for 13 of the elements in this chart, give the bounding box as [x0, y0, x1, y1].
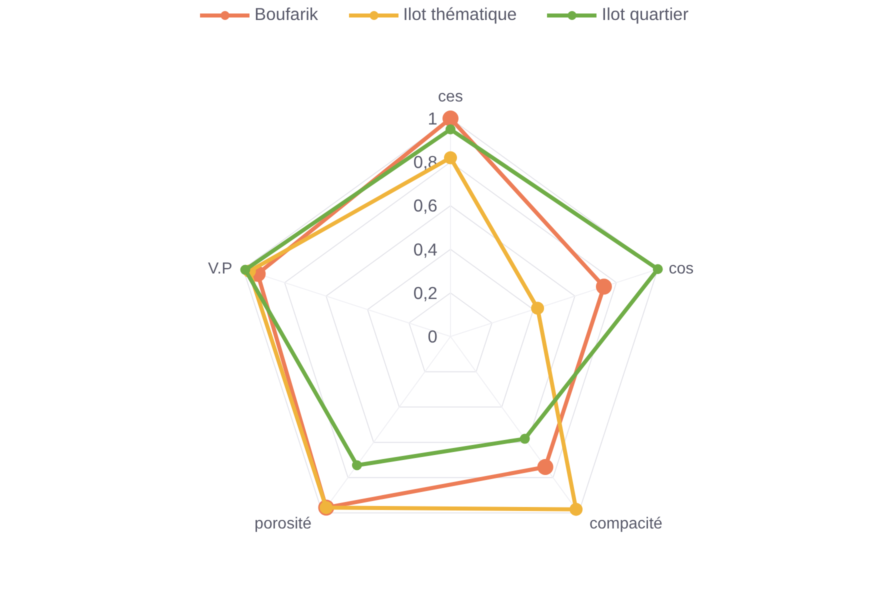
y-tick-label: 0: [428, 326, 438, 346]
spoke-label: V.P: [208, 260, 232, 278]
spoke-label: ces: [438, 88, 463, 106]
legend-label: Boufarik: [254, 4, 318, 25]
y-tick-label: 1: [428, 108, 438, 128]
spoke-label: porosité: [254, 515, 312, 532]
legend-label: Ilot quartier: [602, 4, 688, 25]
y-tick-label: 0,6: [413, 196, 438, 216]
spoke-label: compacité: [590, 515, 663, 532]
y-tick-label: 0,2: [413, 282, 438, 303]
legend-label: Ilot thématique: [403, 4, 517, 25]
y-tick-label: 0,4: [413, 239, 438, 260]
spoke-label: cos: [668, 260, 694, 278]
